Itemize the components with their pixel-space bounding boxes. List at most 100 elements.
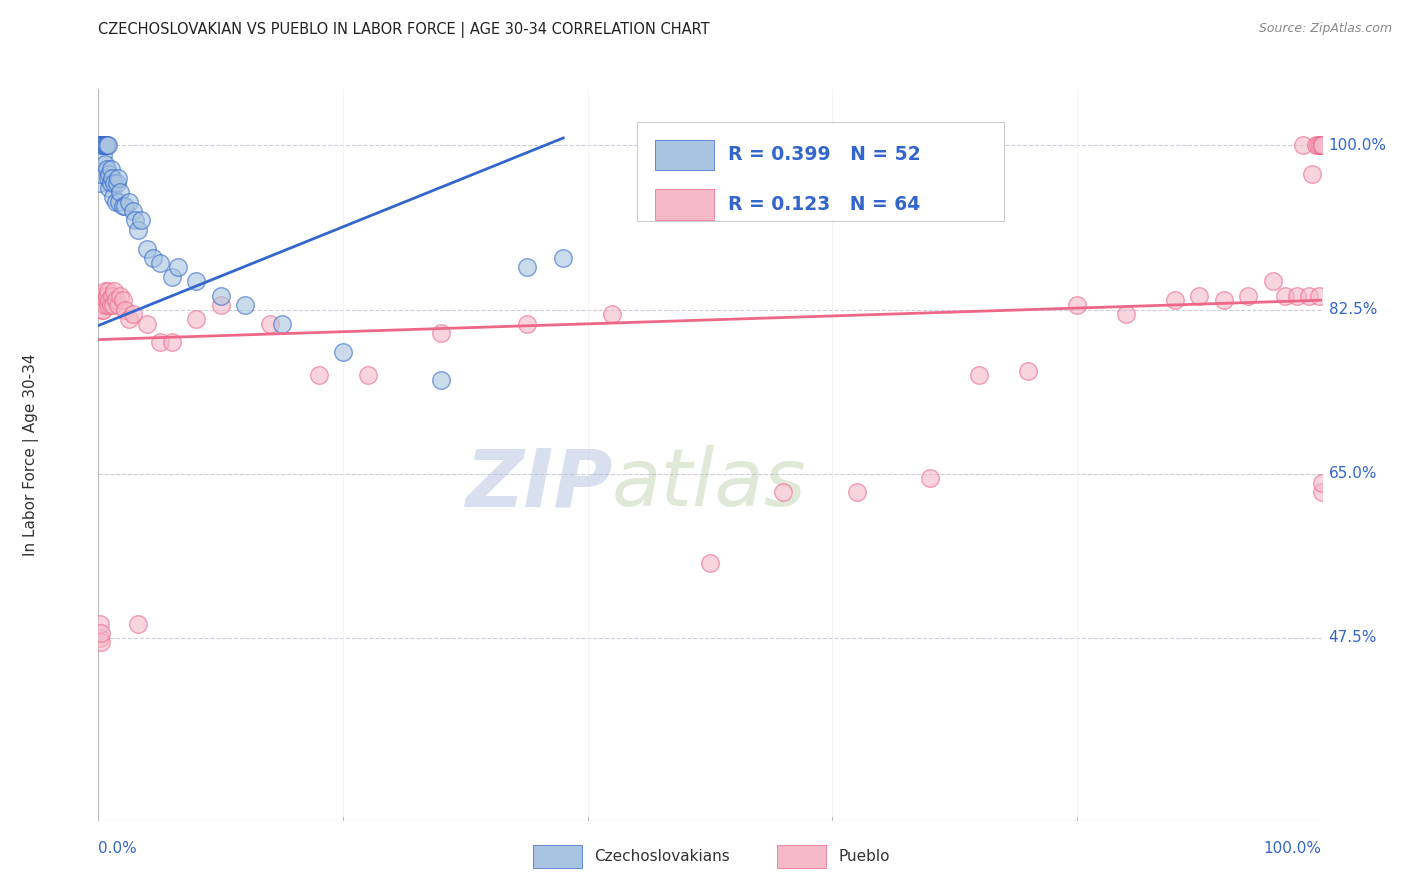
Point — [96, 288, 118, 302]
Point — [1310, 138, 1333, 153]
Text: In Labor Force | Age 30-34: In Labor Force | Age 30-34 — [22, 353, 39, 557]
Point — [94, 138, 117, 153]
Point — [114, 199, 136, 213]
Point — [90, 138, 112, 153]
Point — [233, 298, 256, 312]
Point — [107, 298, 129, 312]
Point — [553, 251, 575, 265]
Point — [101, 288, 124, 302]
Point — [967, 368, 990, 383]
Point — [1309, 138, 1331, 153]
Point — [97, 171, 120, 186]
Point — [104, 293, 127, 308]
Text: CZECHOSLOVAKIAN VS PUEBLO IN LABOR FORCE | AGE 30-34 CORRELATION CHART: CZECHOSLOVAKIAN VS PUEBLO IN LABOR FORCE… — [98, 22, 710, 38]
Point — [89, 616, 111, 631]
Point — [93, 284, 115, 298]
Point — [1212, 293, 1234, 308]
Point — [114, 302, 136, 317]
Point — [101, 190, 124, 204]
Point — [1188, 288, 1211, 302]
Point — [1274, 288, 1296, 302]
Point — [209, 298, 232, 312]
FancyBboxPatch shape — [637, 122, 1004, 221]
Point — [772, 485, 794, 500]
Point — [121, 204, 143, 219]
Point — [90, 138, 112, 153]
Point — [91, 288, 114, 302]
Point — [91, 293, 114, 308]
Point — [111, 199, 134, 213]
FancyBboxPatch shape — [533, 845, 582, 868]
Point — [100, 176, 122, 190]
Point — [186, 312, 208, 326]
Point — [160, 335, 183, 350]
Point — [118, 194, 141, 209]
Point — [105, 176, 128, 190]
Text: 100.0%: 100.0% — [1264, 841, 1322, 856]
Point — [209, 288, 232, 302]
Point — [129, 213, 152, 227]
Point — [136, 242, 159, 256]
Point — [1298, 288, 1320, 302]
Point — [91, 302, 114, 317]
Point — [124, 213, 146, 227]
Point — [127, 616, 149, 631]
Point — [98, 180, 121, 194]
Point — [89, 167, 111, 181]
Point — [96, 138, 118, 153]
Point — [97, 138, 120, 153]
Text: R = 0.123   N = 64: R = 0.123 N = 64 — [728, 194, 921, 214]
Point — [107, 171, 129, 186]
Text: R = 0.399   N = 52: R = 0.399 N = 52 — [728, 145, 921, 164]
Text: atlas: atlas — [612, 445, 807, 524]
Point — [111, 293, 134, 308]
Point — [127, 223, 149, 237]
Point — [160, 269, 183, 284]
Point — [91, 148, 114, 162]
Point — [100, 161, 122, 176]
Text: Pueblo: Pueblo — [838, 849, 890, 864]
Point — [93, 138, 115, 153]
Point — [101, 171, 124, 186]
Point — [259, 317, 281, 331]
Point — [93, 298, 115, 312]
Point — [91, 138, 114, 153]
Point — [91, 138, 114, 153]
Point — [89, 631, 111, 645]
Point — [430, 326, 453, 340]
Point — [91, 138, 114, 153]
Text: 47.5%: 47.5% — [1329, 631, 1376, 645]
Point — [1310, 485, 1333, 500]
Point — [91, 138, 114, 153]
Point — [332, 344, 354, 359]
Point — [110, 288, 132, 302]
Point — [430, 373, 453, 387]
Point — [100, 298, 122, 312]
Point — [1301, 167, 1323, 181]
Text: 82.5%: 82.5% — [1329, 302, 1376, 317]
Point — [699, 556, 721, 570]
Point — [90, 635, 112, 649]
Text: ZIP: ZIP — [465, 445, 612, 524]
Point — [1115, 307, 1137, 321]
Point — [98, 167, 121, 181]
Point — [94, 138, 117, 153]
Point — [97, 284, 120, 298]
Point — [1017, 363, 1039, 377]
Point — [90, 138, 112, 153]
Point — [1237, 288, 1260, 302]
Text: 100.0%: 100.0% — [1329, 138, 1386, 153]
Point — [600, 307, 623, 321]
Point — [101, 298, 124, 312]
Point — [1261, 275, 1284, 289]
Point — [91, 138, 114, 153]
Point — [515, 317, 537, 331]
Point — [110, 186, 132, 200]
Point — [136, 317, 159, 331]
Point — [89, 176, 111, 190]
Point — [108, 194, 131, 209]
Point — [515, 260, 537, 275]
Point — [845, 485, 868, 500]
Point — [98, 293, 121, 308]
Text: Czechoslovakians: Czechoslovakians — [593, 849, 730, 864]
